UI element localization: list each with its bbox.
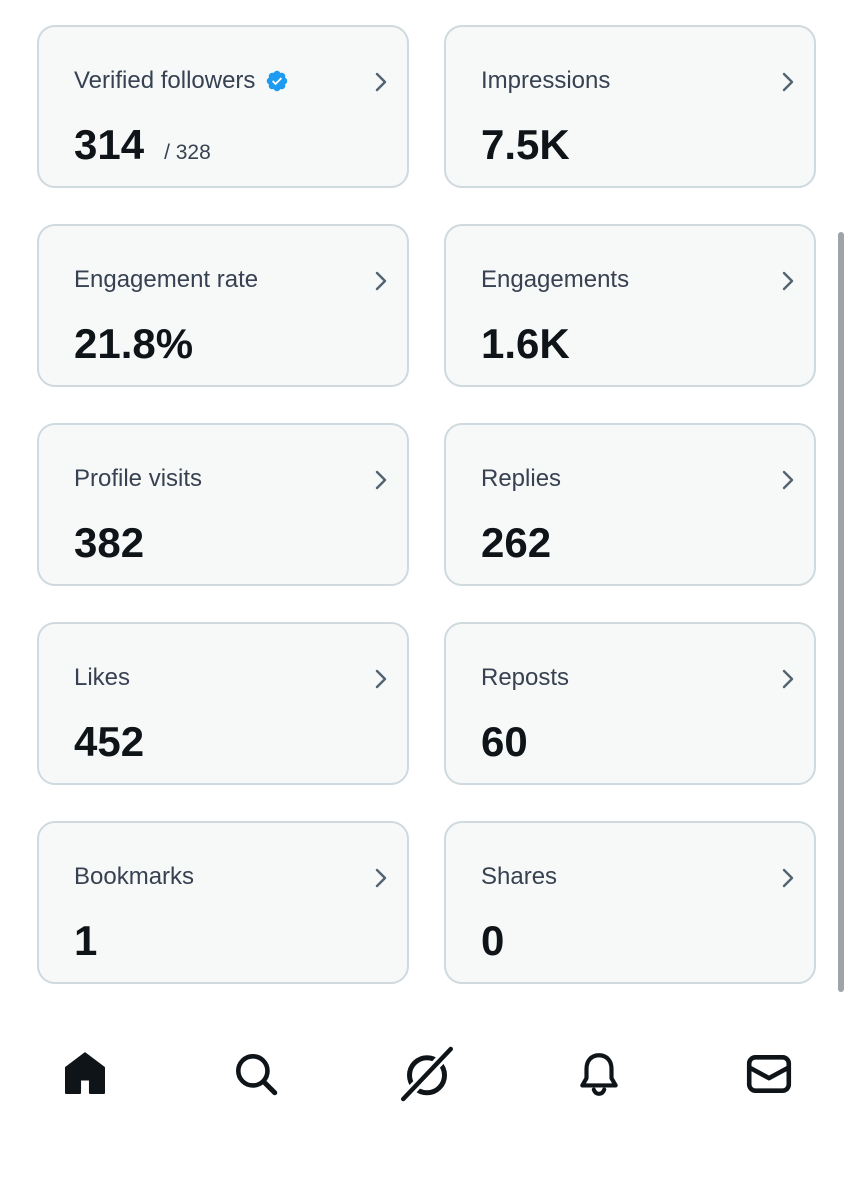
chevron-right-icon <box>782 669 794 689</box>
grok-icon <box>398 1044 456 1104</box>
stat-card-verified-followers[interactable]: Verified followers 314 / 328 <box>37 25 409 188</box>
stat-card-likes[interactable]: Likes 452 <box>37 622 409 785</box>
stat-card-impressions[interactable]: Impressions 7.5K <box>444 25 816 188</box>
nav-grok-button[interactable] <box>397 1044 457 1104</box>
stat-card-reposts[interactable]: Reposts 60 <box>444 622 816 785</box>
stat-card-engagement-rate[interactable]: Engagement rate 21.8% <box>37 224 409 387</box>
stat-label: Engagements <box>481 266 630 293</box>
stat-value-main: 382 <box>74 519 145 566</box>
stat-label: Profile visits <box>74 465 203 492</box>
chevron-right-icon <box>375 470 387 490</box>
stat-label: Reposts <box>481 664 570 691</box>
stat-card-engagements[interactable]: Engagements 1.6K <box>444 224 816 387</box>
bottom-nav <box>0 1030 852 1120</box>
chevron-right-icon <box>782 470 794 490</box>
stat-value: 21.8% <box>74 322 193 366</box>
stat-value-main: 262 <box>481 519 552 566</box>
chevron-right-icon <box>375 271 387 291</box>
stat-value-main: 60 <box>481 718 528 765</box>
chevron-right-icon <box>375 669 387 689</box>
stat-card-bookmarks[interactable]: Bookmarks 1 <box>37 821 409 984</box>
stat-value-total: / 328 <box>164 141 211 164</box>
stat-value: 60 <box>481 720 528 764</box>
stat-value: 262 <box>481 521 551 565</box>
stat-value-main: 21.8% <box>74 320 194 367</box>
stat-card-shares[interactable]: Shares 0 <box>444 821 816 984</box>
chevron-right-icon <box>375 72 387 92</box>
nav-home-button[interactable] <box>55 1044 115 1104</box>
bell-icon <box>580 1053 618 1096</box>
stat-label: Verified followers <box>74 67 289 95</box>
stat-card-replies[interactable]: Replies 262 <box>444 423 816 586</box>
chevron-right-icon <box>782 271 794 291</box>
stat-label: Bookmarks <box>74 863 195 890</box>
chevron-right-icon <box>375 868 387 888</box>
nav-notifications-button[interactable] <box>569 1044 629 1104</box>
nav-search-button[interactable] <box>226 1044 286 1104</box>
stat-label: Shares <box>481 863 558 890</box>
stat-value: 382 <box>74 521 144 565</box>
chevron-right-icon <box>782 868 794 888</box>
search-icon <box>236 1054 278 1096</box>
stat-value-main: 452 <box>74 718 145 765</box>
stat-label: Likes <box>74 664 131 691</box>
scrollbar-thumb[interactable] <box>838 232 844 992</box>
stat-card-profile-visits[interactable]: Profile visits 382 <box>37 423 409 586</box>
stat-value-main: 1 <box>74 917 98 964</box>
stat-value: 314 / 328 <box>74 123 211 167</box>
stat-value-main: 1.6K <box>481 320 570 367</box>
home-icon <box>65 1052 105 1094</box>
stat-value: 7.5K <box>481 123 570 167</box>
scrollbar[interactable] <box>838 232 844 992</box>
stat-value: 1.6K <box>481 322 570 366</box>
nav-messages-button[interactable] <box>739 1044 799 1104</box>
mail-icon <box>746 1055 792 1093</box>
stat-label: Engagement rate <box>74 266 259 293</box>
chevron-right-icon <box>782 72 794 92</box>
stats-grid: Verified followers 314 / 328 Impressions… <box>37 25 816 984</box>
stat-label: Impressions <box>481 67 611 94</box>
stat-value-main: 314 <box>74 121 145 168</box>
verified-badge-icon <box>267 70 288 92</box>
stat-value: 1 <box>74 919 97 963</box>
stat-label: Replies <box>481 465 562 492</box>
stat-value-main: 0 <box>481 917 505 964</box>
stat-value: 0 <box>481 919 504 963</box>
stat-value: 452 <box>74 720 144 764</box>
stat-value-main: 7.5K <box>481 121 570 168</box>
